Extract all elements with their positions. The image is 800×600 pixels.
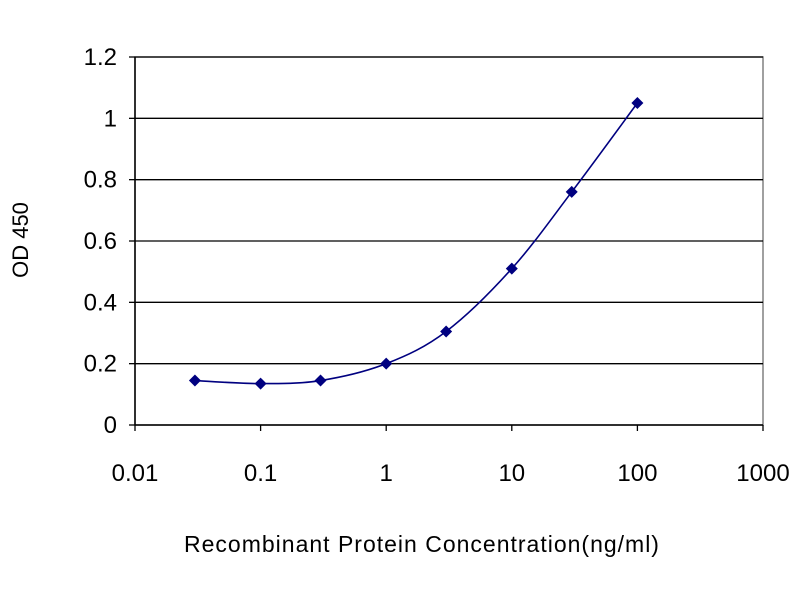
data-point-marker: [314, 374, 327, 387]
data-point-marker: [380, 357, 393, 370]
x-tick-label: 100: [617, 460, 657, 487]
data-point-marker: [631, 97, 644, 109]
y-tick-label: 1.2: [84, 44, 117, 71]
gridlines: [135, 56, 763, 365]
data-point-marker: [188, 374, 201, 387]
x-tick-label: 0.01: [112, 460, 159, 487]
y-axis-label: OD 450: [8, 202, 33, 278]
data-point-marker: [254, 377, 267, 390]
y-tick-label: 0.8: [84, 167, 117, 194]
x-tick-label: 1: [380, 460, 393, 487]
x-axis-label: Recombinant Protein Concentration(ng/ml): [184, 531, 660, 557]
data-point-marker: [505, 262, 518, 275]
x-tick-label: 10: [498, 460, 525, 487]
x-tick-labels: 0.01 0.1 1 10 100 1000: [112, 460, 790, 487]
x-tick-label: 1000: [736, 460, 789, 487]
y-tick-label: 0.4: [84, 289, 117, 316]
x-tick-label: 0.1: [244, 460, 277, 487]
y-tick-label: 0.6: [84, 228, 117, 255]
y-tick-label: 1: [104, 105, 117, 132]
y-tick-label: 0.2: [84, 351, 117, 378]
axes: [129, 56, 764, 431]
series-group: [188, 97, 644, 390]
data-point-marker: [440, 325, 453, 338]
y-tick-label: 0: [104, 412, 117, 439]
data-point-marker: [565, 185, 578, 198]
y-tick-labels: 0 0.2 0.4 0.6 0.8 1 1.2: [84, 44, 117, 439]
